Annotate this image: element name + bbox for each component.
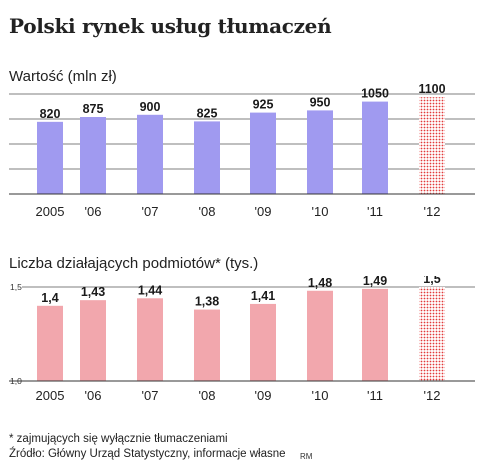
data-label: 1,41 xyxy=(251,289,275,303)
bar xyxy=(307,290,333,381)
x-tick-label: '12 xyxy=(424,388,441,403)
x-tick-label: '07 xyxy=(142,388,159,403)
x-tick-label: '11 xyxy=(367,388,383,403)
data-label: 1,48 xyxy=(308,276,332,290)
x-tick-label: '10 xyxy=(312,388,329,403)
data-label: 1,44 xyxy=(138,283,162,297)
x-tick-label: '11 xyxy=(367,204,383,219)
value-chart-title: Wartość (mln zł) xyxy=(9,68,117,85)
x-tick-label: 2005 xyxy=(36,204,65,219)
page-title: Polski rynek usług tłumaczeń xyxy=(9,14,332,38)
bar xyxy=(37,305,63,381)
entities-chart-title: Liczba działających podmiotów* (tys.) xyxy=(9,255,259,272)
bar-forecast xyxy=(419,97,445,194)
x-tick-label: 2005 xyxy=(36,388,65,403)
x-tick-label: '06 xyxy=(85,388,102,403)
bar xyxy=(80,117,106,194)
data-label: 1,49 xyxy=(363,276,387,288)
data-label: 1,38 xyxy=(195,295,219,309)
bar-forecast xyxy=(419,287,445,381)
x-tick-label: '08 xyxy=(199,204,216,219)
bar xyxy=(194,121,220,194)
footnote: * zajmujących się wyłącznie tłumaczeniam… xyxy=(9,433,228,445)
data-label: 1,5 xyxy=(423,276,440,286)
bar xyxy=(137,298,163,381)
x-tick-label: '06 xyxy=(85,204,102,219)
data-label: 1050 xyxy=(361,87,389,101)
data-label: 1,4 xyxy=(41,291,58,305)
credit: RM xyxy=(300,452,313,461)
bar xyxy=(250,303,276,381)
bar xyxy=(194,309,220,381)
bar xyxy=(80,300,106,381)
data-label: 825 xyxy=(197,106,218,120)
data-label: 900 xyxy=(140,100,161,114)
y-tick-label: 1,5 xyxy=(10,282,22,292)
x-tick-label: '07 xyxy=(142,204,159,219)
x-tick-label: '10 xyxy=(312,204,329,219)
data-label: 875 xyxy=(83,102,104,116)
bar xyxy=(362,288,388,381)
bar xyxy=(137,114,163,194)
bar xyxy=(37,121,63,194)
data-label: 820 xyxy=(40,107,61,121)
x-tick-label: '09 xyxy=(255,204,272,219)
data-label: 1100 xyxy=(418,84,445,96)
data-label: 925 xyxy=(253,98,274,112)
value-bar-chart: 820 2005 875 '06 900 '07 825 '08 925 '09 950 '10 105… xyxy=(9,84,475,219)
x-tick-label: '08 xyxy=(199,388,216,403)
x-tick-label: '12 xyxy=(424,204,441,219)
entities-bar-chart: 1,01,51,420051,43'061,44'071,38'081,41'0… xyxy=(9,276,475,403)
data-label: 1,43 xyxy=(81,285,105,299)
bar xyxy=(250,112,276,194)
x-tick-label: '09 xyxy=(255,388,272,403)
data-label: 950 xyxy=(310,95,331,109)
source-note: Źródło: Główny Urząd Statystyczny, infor… xyxy=(9,448,286,460)
bar xyxy=(362,101,388,194)
bar xyxy=(307,110,333,194)
